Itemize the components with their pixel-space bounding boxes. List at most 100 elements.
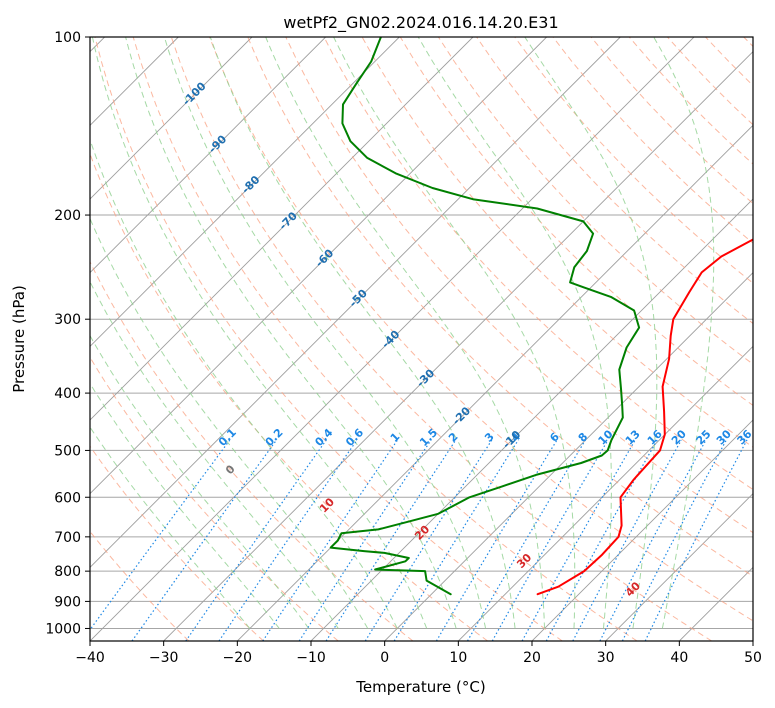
y-tick-label: 700 [54,530,81,546]
dry-adiabat-line [705,37,753,87]
y-tick-label: 400 [54,386,81,402]
mixing-ratio-label: 0.2 [263,426,286,449]
mixing-ratio-label: 8 [576,430,591,445]
mixing-ratio-line [521,439,636,641]
mixing-ratio-line [599,439,707,641]
isotherm-line [90,37,547,495]
profile-series [329,37,753,596]
mixing-ratio-label: 36 [735,427,755,447]
x-axis-title: Temperature (°C) [355,678,485,696]
y-axis-title: Pressure (hPa) [10,285,28,393]
dry-adiabat-line [247,37,753,577]
isotherm-line [752,640,753,641]
mixing-ratio-label: 30 [714,427,734,447]
y-tick-label: 600 [54,490,81,506]
dry-adiabat-line [590,37,753,205]
moist-adiabat-line [265,37,545,629]
mixing-ratio-label: 3 [482,430,497,445]
dry-adiabat-line [209,37,753,622]
moist-adiabat-line [90,382,280,629]
dry-adiabat-label: 0 [223,462,238,477]
moist-adiabat-line [125,37,457,629]
temperature-profile-line [536,238,753,596]
moist-adiabat-line [524,37,658,629]
mixing-ratio-line [262,439,399,641]
isotherm-label: -30 [414,366,437,389]
isotherm-line [605,493,753,641]
dry-adiabat-label: 20 [412,523,432,543]
y-tick-label: 900 [54,594,81,610]
dry-adiabat-line [743,37,753,48]
mixing-ratio-line [621,439,727,641]
dry-adiabat-line [514,37,753,284]
moist-adiabat-line [90,217,369,629]
dry-adiabat-label: 40 [623,579,643,599]
y-tick-label: 500 [54,443,81,459]
moist-adiabat-line [90,138,398,629]
isotherm-line [90,37,253,200]
mixing-ratio-label: 0.1 [216,426,239,449]
dry-adiabat-line [552,37,753,244]
x-tick-label: 20 [523,650,541,666]
mixing-ratio-line [325,439,457,641]
mixing-ratio-line [435,439,558,641]
mixing-ratio-line [364,439,493,641]
isotherm-label: -80 [239,173,262,196]
mixing-ratio-label: 25 [694,427,714,447]
x-tick-label: −20 [223,650,253,666]
isotherm-line [90,37,400,347]
x-tick-label: −40 [75,650,105,666]
plot-frame [89,36,754,642]
mixing-ratio-line [218,439,358,641]
mixing-ratio-label: 1.5 [417,426,440,449]
isotherm-line [90,37,695,641]
x-tick-label: 50 [744,650,762,666]
moist-adiabat-line [209,37,516,629]
y-axis: 1000 900 800 700 600 500 400 300 200 100 [45,30,90,637]
y-tick-label: 800 [54,564,81,580]
isotherm-line [310,198,753,641]
dry-adiabat-line [90,530,190,641]
dry-adiabat-line [323,37,753,491]
isotherm-label: -10 [500,428,523,451]
dewpoint-profile-line [329,37,641,596]
isotherm-line [458,345,753,641]
isotherm-label: -20 [450,404,473,427]
mixing-ratio-line [298,439,432,641]
moist-adiabat-line [90,426,251,629]
moist-adiabat-line [90,280,339,629]
mixing-ratio-label: 20 [669,427,689,447]
isotherm-label: -40 [379,328,402,351]
dry-adiabat-line [90,260,414,641]
x-tick-label: 40 [670,650,688,666]
moist-adiabat-line [91,37,428,629]
isotherm-line [679,566,753,641]
dry-adiabat-line [94,37,563,641]
mixing-ratio-line [393,439,519,641]
mixing-ratio-line [466,439,587,641]
isotherm-label: -100 [180,79,209,108]
dry-adiabat-line [476,37,753,325]
moist-adiabat-line [90,334,310,629]
x-tick-label: 0 [380,650,389,666]
y-tick-label: 100 [54,30,81,46]
isotherm-label: -90 [206,132,229,155]
mixing-ratio-line [545,439,658,641]
mixing-ratio-line [644,439,748,641]
isotherm-line [90,37,621,568]
x-tick-label: 10 [449,650,467,666]
isotherm-line [384,272,753,641]
mixing-ratio-line [185,439,327,641]
y-tick-label: 300 [54,312,81,328]
y-tick-label: 200 [54,208,81,224]
dry-adiabat-line [90,356,339,641]
dry-adiabat-line [285,37,753,534]
moist-adiabat-line [417,37,612,629]
isotherm-line [531,419,753,641]
x-tick-label: 30 [597,650,615,666]
dry-adiabat-line [667,37,753,126]
mixing-ratio-line [131,439,278,641]
mixing-ratio-label: 13 [623,427,643,447]
isotherm-line [90,37,326,274]
x-tick-label: −30 [149,650,179,666]
